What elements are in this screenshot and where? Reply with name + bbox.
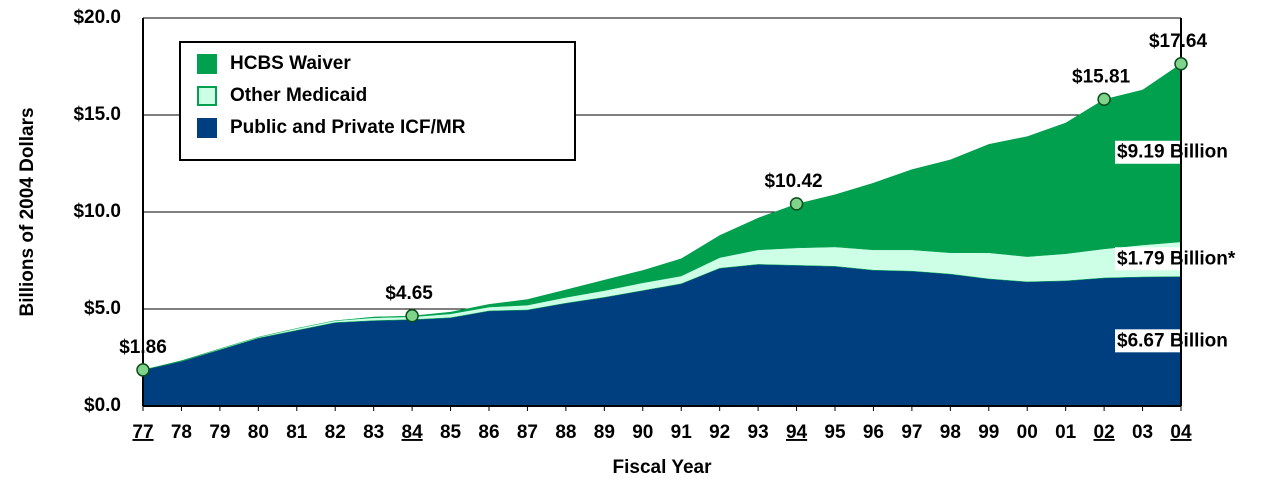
x-tick-label: 95 xyxy=(824,422,846,443)
legend-label: Other Medicaid xyxy=(230,85,367,106)
x-tick-label: 80 xyxy=(248,422,269,443)
legend-swatch xyxy=(197,86,217,106)
x-tick-label: 85 xyxy=(440,422,462,443)
x-tick-label: 77 xyxy=(132,422,153,443)
x-tick-label: 79 xyxy=(209,422,230,443)
end-label: $9.19 Billion xyxy=(1117,142,1228,163)
y-tick-label: $20.0 xyxy=(73,7,121,28)
y-axis-title: Billions of 2004 Dollars xyxy=(17,107,38,316)
point-marker xyxy=(136,363,150,377)
end-label-bg xyxy=(1115,140,1230,164)
legend-swatch xyxy=(197,118,217,138)
x-tick-label: 88 xyxy=(555,422,576,443)
x-tick-label: 94 xyxy=(786,422,808,443)
x-tick-label: 99 xyxy=(978,422,999,443)
point-marker xyxy=(1097,92,1111,107)
x-tick-label: 89 xyxy=(594,422,615,443)
point-label: $1.86 xyxy=(119,337,167,358)
y-tick-label: $0.0 xyxy=(84,395,121,416)
x-tick-label: 97 xyxy=(901,422,922,443)
area xyxy=(143,63,1181,370)
legend-label: Public and Private ICF/MR xyxy=(230,117,466,138)
x-tick-label: 04 xyxy=(1170,422,1192,443)
y-tick-label: $15.0 xyxy=(73,104,121,125)
point-marker xyxy=(405,309,419,323)
legend-box xyxy=(179,41,576,161)
point-label: $15.81 xyxy=(1072,66,1131,87)
point-marker xyxy=(789,197,804,211)
end-label-bg xyxy=(1115,329,1230,353)
legend-swatch xyxy=(197,54,217,74)
end-label-bg xyxy=(1115,247,1238,271)
x-tick-label: 78 xyxy=(171,422,192,443)
area xyxy=(143,264,1181,406)
x-tick-label: 02 xyxy=(1094,422,1115,443)
x-tick-label: 91 xyxy=(671,422,693,443)
x-tick-label: 90 xyxy=(632,422,653,443)
x-tick-label: 87 xyxy=(517,422,538,443)
point-label: $10.42 xyxy=(764,171,822,192)
legend: HCBS Waiver Other Medicaid Public and Priv… xyxy=(179,41,576,161)
x-tick-label: 81 xyxy=(286,422,308,443)
x-tick-label: 84 xyxy=(402,422,424,443)
x-tick-label: 82 xyxy=(325,422,346,443)
x-tick-label: 01 xyxy=(1055,422,1077,443)
y-tick-label: $5.0 xyxy=(84,298,121,319)
y-tick-label: $10.0 xyxy=(73,201,121,222)
x-axis-title: Fiscal Year xyxy=(613,457,713,478)
x-tick-label: 93 xyxy=(748,422,769,443)
x-tick-label: 86 xyxy=(478,422,499,443)
point-label: $4.65 xyxy=(385,283,433,304)
x-tick-label: 96 xyxy=(863,422,884,443)
x-tick-label: 03 xyxy=(1132,422,1153,443)
point-marker xyxy=(1174,57,1188,71)
legend-label: HCBS Waiver xyxy=(230,53,351,74)
end-label: $6.67 Billion xyxy=(1117,330,1228,351)
point-label: $17.64 xyxy=(1149,31,1208,52)
x-tick-label: 00 xyxy=(1017,422,1038,443)
x-tick-label: 98 xyxy=(940,422,961,443)
x-tick-label: 83 xyxy=(363,422,384,443)
end-label: $1.79 Billion* xyxy=(1117,248,1236,269)
x-tick-label: 92 xyxy=(709,422,730,443)
